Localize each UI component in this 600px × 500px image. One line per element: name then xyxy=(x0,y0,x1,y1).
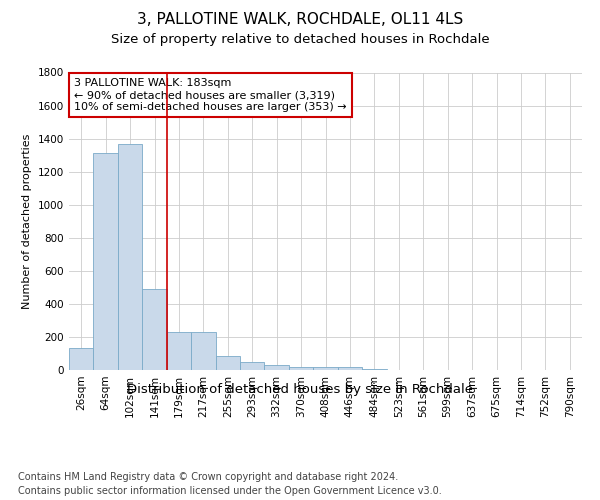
Bar xyxy=(362,369,386,370)
Bar xyxy=(191,332,215,370)
Bar xyxy=(289,366,313,370)
Bar xyxy=(240,362,265,370)
Text: Size of property relative to detached houses in Rochdale: Size of property relative to detached ho… xyxy=(110,32,490,46)
Text: Distribution of detached houses by size in Rochdale: Distribution of detached houses by size … xyxy=(127,382,473,396)
Bar xyxy=(265,366,289,370)
Bar xyxy=(94,154,118,370)
Text: 3, PALLOTINE WALK, ROCHDALE, OL11 4LS: 3, PALLOTINE WALK, ROCHDALE, OL11 4LS xyxy=(137,12,463,28)
Text: Contains public sector information licensed under the Open Government Licence v3: Contains public sector information licen… xyxy=(18,486,442,496)
Bar xyxy=(215,356,240,370)
Bar xyxy=(69,348,94,370)
Text: 3 PALLOTINE WALK: 183sqm
← 90% of detached houses are smaller (3,319)
10% of sem: 3 PALLOTINE WALK: 183sqm ← 90% of detach… xyxy=(74,78,347,112)
Bar xyxy=(313,366,338,370)
Text: Contains HM Land Registry data © Crown copyright and database right 2024.: Contains HM Land Registry data © Crown c… xyxy=(18,472,398,482)
Bar xyxy=(118,144,142,370)
Bar xyxy=(338,367,362,370)
Y-axis label: Number of detached properties: Number of detached properties xyxy=(22,134,32,309)
Bar xyxy=(167,332,191,370)
Bar xyxy=(142,289,167,370)
